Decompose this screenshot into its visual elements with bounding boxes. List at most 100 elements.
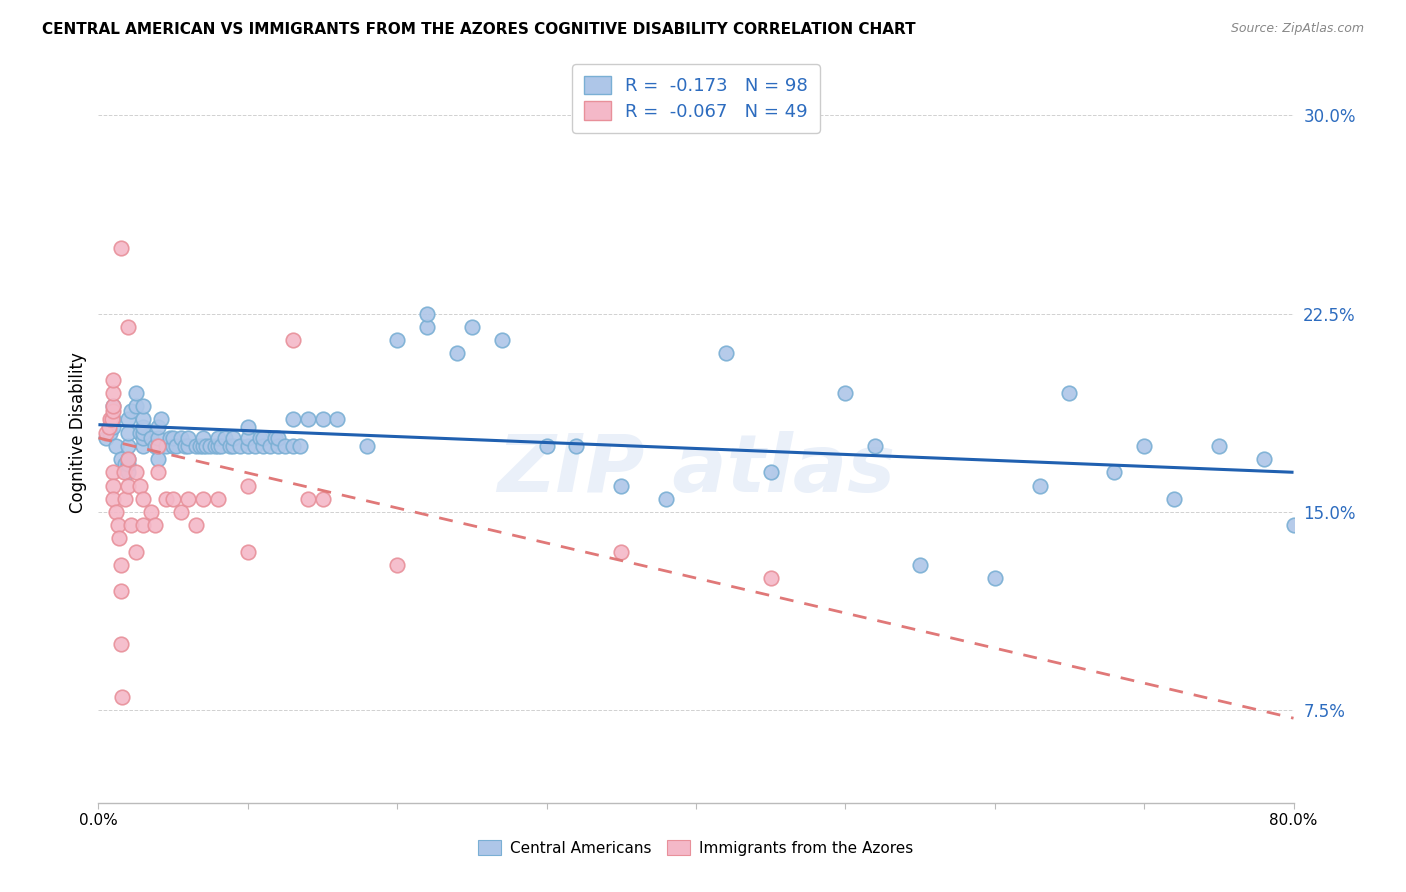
Point: [259, 439, 281, 453]
Point: [132, 399, 155, 413]
Point: [97, 420, 120, 434]
Point: [143, 439, 166, 453]
Point: [94, 431, 117, 445]
Point: [565, 439, 588, 453]
Point: [114, 458, 136, 472]
Point: [132, 431, 155, 445]
Point: [209, 439, 232, 453]
Point: [204, 439, 226, 453]
Point: [117, 465, 139, 479]
Point: [117, 319, 139, 334]
Point: [191, 439, 214, 453]
Point: [200, 439, 222, 453]
Point: [191, 491, 214, 506]
Point: [117, 452, 139, 467]
Point: [105, 505, 128, 519]
Point: [1208, 439, 1230, 453]
Point: [103, 386, 125, 401]
Point: [297, 412, 319, 426]
Point: [446, 346, 468, 360]
Point: [252, 439, 274, 453]
Point: [536, 439, 558, 453]
Point: [188, 439, 211, 453]
Point: [148, 431, 170, 445]
Point: [281, 439, 304, 453]
Point: [714, 346, 737, 360]
Point: [245, 439, 267, 453]
Point: [236, 544, 259, 558]
Point: [120, 518, 142, 533]
Point: [759, 465, 782, 479]
Point: [103, 491, 125, 506]
Point: [281, 333, 304, 347]
Point: [117, 412, 139, 426]
Point: [105, 439, 128, 453]
Point: [236, 478, 259, 492]
Point: [222, 439, 245, 453]
Point: [162, 431, 184, 445]
Point: [114, 491, 136, 506]
Point: [759, 571, 782, 585]
Point: [148, 439, 170, 453]
Point: [655, 491, 678, 506]
Point: [112, 465, 135, 479]
Legend: Central Americans, Immigrants from the Azores: Central Americans, Immigrants from the A…: [472, 834, 920, 862]
Point: [150, 412, 173, 426]
Point: [139, 505, 162, 519]
Point: [1163, 491, 1185, 506]
Point: [1133, 439, 1156, 453]
Point: [385, 333, 409, 347]
Point: [908, 558, 931, 572]
Point: [288, 439, 311, 453]
Point: [834, 386, 856, 401]
Point: [148, 452, 170, 467]
Point: [610, 544, 633, 558]
Point: [132, 412, 155, 426]
Point: [155, 491, 177, 506]
Point: [148, 465, 170, 479]
Point: [98, 412, 122, 426]
Point: [219, 439, 242, 453]
Point: [184, 439, 207, 453]
Point: [177, 431, 200, 445]
Point: [132, 420, 155, 434]
Point: [311, 491, 333, 506]
Point: [120, 404, 142, 418]
Point: [356, 439, 378, 453]
Point: [174, 439, 197, 453]
Point: [207, 431, 229, 445]
Point: [1104, 465, 1126, 479]
Point: [125, 465, 148, 479]
Point: [267, 439, 290, 453]
Point: [1253, 452, 1275, 467]
Point: [1059, 386, 1081, 401]
Point: [148, 420, 170, 434]
Point: [461, 319, 484, 334]
Point: [229, 439, 252, 453]
Point: [416, 319, 439, 334]
Point: [117, 425, 139, 440]
Point: [267, 431, 290, 445]
Point: [103, 420, 125, 434]
Point: [207, 491, 229, 506]
Point: [129, 425, 152, 440]
Point: [132, 518, 155, 533]
Point: [117, 439, 139, 453]
Point: [1282, 518, 1305, 533]
Point: [311, 412, 333, 426]
Point: [177, 491, 200, 506]
Point: [148, 439, 170, 453]
Point: [385, 558, 409, 572]
Text: CENTRAL AMERICAN VS IMMIGRANTS FROM THE AZORES COGNITIVE DISABILITY CORRELATION : CENTRAL AMERICAN VS IMMIGRANTS FROM THE …: [42, 22, 915, 37]
Point: [274, 439, 297, 453]
Point: [125, 386, 148, 401]
Point: [125, 399, 148, 413]
Point: [162, 439, 184, 453]
Point: [98, 425, 122, 440]
Point: [191, 431, 214, 445]
Point: [865, 439, 887, 453]
Point: [249, 431, 271, 445]
Point: [139, 431, 162, 445]
Point: [132, 425, 155, 440]
Point: [110, 584, 132, 599]
